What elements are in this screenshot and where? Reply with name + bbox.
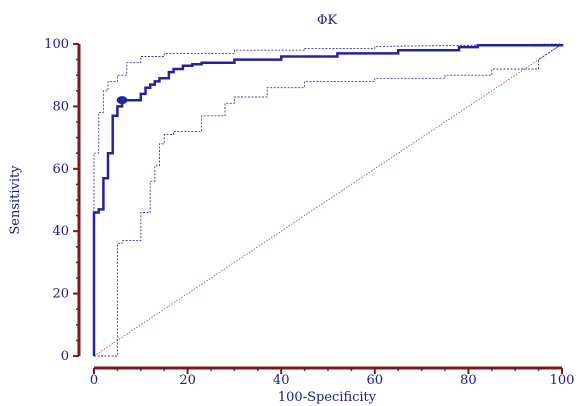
- axes: 0 20 40 60 80 100 0 20 40 60 80 100: [44, 37, 574, 388]
- x-axis-title: 100-Specificity: [278, 390, 377, 405]
- y-tick-label: 0: [61, 349, 69, 364]
- x-tick-label: 20: [179, 373, 196, 388]
- x-tick-label: 0: [90, 373, 98, 388]
- ci-lower-line: [94, 43, 563, 357]
- chart-title: ΦΚ: [317, 13, 338, 28]
- x-tick-label: 80: [460, 373, 477, 388]
- y-tick-label: 80: [52, 99, 69, 114]
- y-tick-label: 40: [52, 224, 69, 239]
- x-tick-label: 100: [550, 373, 575, 388]
- optimal-point-marker: [116, 96, 128, 105]
- x-tick-label: 60: [367, 373, 384, 388]
- roc-curve-line: [92, 43, 564, 356]
- reference-diagonal: [93, 43, 563, 357]
- plot-area: [92, 43, 564, 357]
- ci-upper-line: [93, 43, 563, 356]
- y-tick-label: 60: [52, 162, 69, 177]
- y-axis-title: Sensitivity: [8, 165, 23, 235]
- x-tick-label: 40: [273, 373, 290, 388]
- y-tick-label: 20: [52, 287, 69, 302]
- y-tick-label: 100: [44, 37, 69, 52]
